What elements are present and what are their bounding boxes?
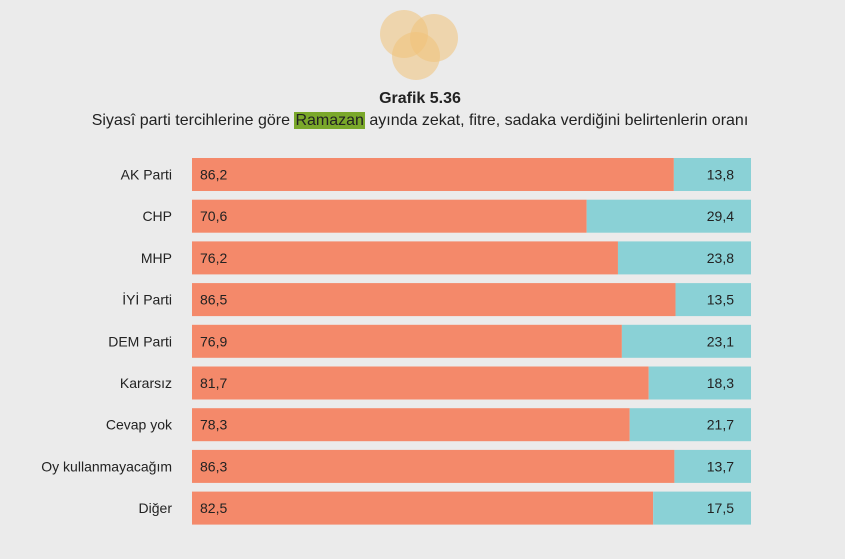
chart-subtitle: Siyasî parti tercihlerine göre Ramazan a… (0, 112, 840, 130)
value-label-b: 13,5 (707, 292, 734, 308)
bar-segment-a (192, 283, 676, 317)
subtitle-text-after: ayında zekat, fitre, sadaka verdiğini be… (364, 112, 749, 129)
value-label-b: 13,8 (707, 167, 734, 183)
bar-segment-b (674, 449, 751, 483)
subtitle-text-before: Siyasî parti tercihlerine göre (91, 112, 295, 129)
value-label-b: 23,1 (707, 333, 734, 349)
subtitle-highlight: Ramazan (294, 112, 365, 129)
chart-title: Grafik 5.36 (379, 90, 461, 107)
category-label: Oy kullanmayacağım (41, 458, 172, 474)
value-label-a: 78,3 (200, 417, 227, 433)
bar-segment-a (192, 324, 622, 358)
category-label: İYİ Parti (122, 291, 172, 308)
value-label-a: 81,7 (200, 375, 227, 391)
value-label-a: 76,9 (200, 333, 227, 349)
bar-segment-a (192, 449, 675, 483)
bar-segment-a (192, 199, 587, 233)
value-label-b: 21,7 (707, 417, 734, 433)
bar-segment-b (653, 491, 751, 525)
bar-segment-a (192, 491, 654, 525)
bar-segment-b (586, 199, 751, 233)
category-label: MHP (141, 250, 172, 266)
bar-segment-b (617, 241, 751, 275)
bar-segment-a (192, 408, 630, 442)
value-label-a: 70,6 (200, 208, 227, 224)
value-label-b: 23,8 (707, 250, 734, 266)
bar-segment-a (192, 366, 649, 400)
category-label: CHP (142, 208, 172, 224)
bar-segment-a (192, 241, 618, 275)
venn-logo-icon (380, 10, 458, 80)
bar-segment-b (648, 366, 751, 400)
value-label-a: 86,5 (200, 292, 227, 308)
bar-segment-b (629, 408, 751, 442)
bar-segment-b (675, 283, 751, 317)
bar-segment-a (192, 158, 674, 191)
value-label-b: 17,5 (707, 500, 734, 516)
stacked-bar-chart: AK Parti 86,2 13,8 CHP 70,6 29,4 MHP 76,2 23,8 İY… (41, 158, 751, 525)
bar-segment-b (621, 324, 751, 358)
category-label: AK Parti (121, 167, 172, 183)
value-label-b: 18,3 (707, 375, 734, 391)
bar-segment-b (673, 158, 751, 191)
value-label-a: 86,2 (200, 167, 227, 183)
category-label: DEM Parti (108, 333, 172, 349)
value-label-b: 29,4 (707, 208, 734, 224)
value-label-b: 13,7 (707, 458, 734, 474)
category-label: Kararsız (120, 375, 172, 391)
value-label-a: 82,5 (200, 500, 227, 516)
value-label-a: 86,3 (200, 458, 227, 474)
category-label: Cevap yok (106, 417, 173, 433)
category-label: Diğer (139, 500, 173, 516)
value-label-a: 76,2 (200, 250, 227, 266)
